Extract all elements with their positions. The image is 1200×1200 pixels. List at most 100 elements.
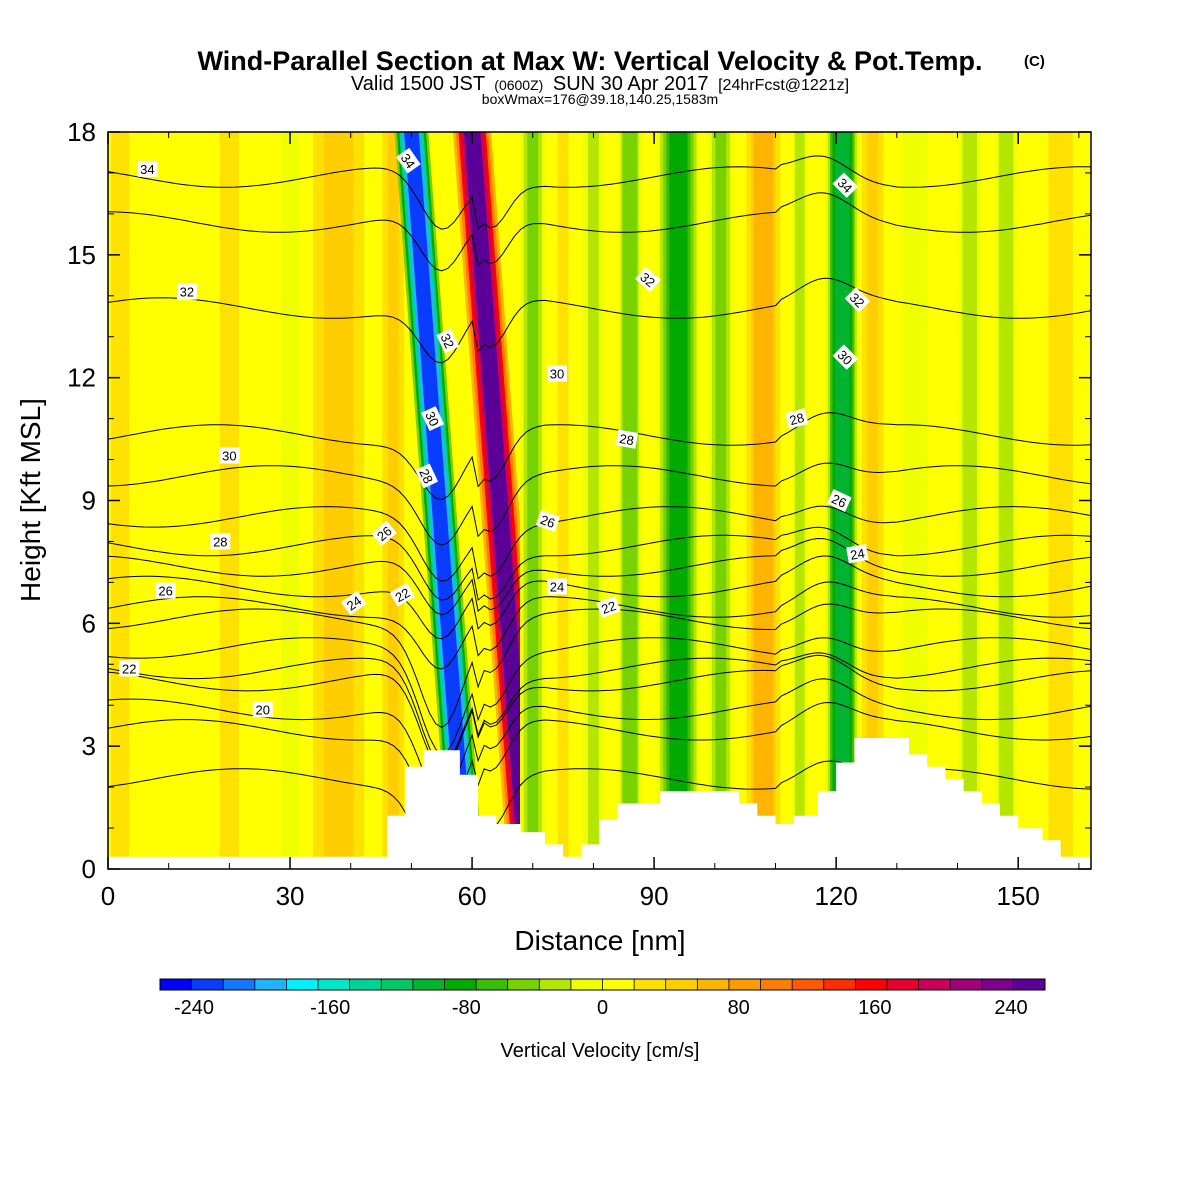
x-tick-label: 30 <box>276 881 305 911</box>
theta-contour-line <box>108 637 1091 755</box>
contour-label-box <box>155 582 176 599</box>
y-tick-label: 9 <box>82 486 96 516</box>
contour-label: 30 <box>547 365 567 382</box>
velocity-band <box>859 132 886 869</box>
theta-contour-line <box>108 654 1091 771</box>
colorbar-swatch <box>412 979 445 990</box>
contour-label-box <box>784 408 809 429</box>
velocity-band <box>825 132 860 869</box>
colorbar-swatch <box>191 979 224 990</box>
contour-label-text: 28 <box>618 431 635 448</box>
contour-label-text: 28 <box>213 534 227 549</box>
velocity-band <box>617 132 643 869</box>
velocity-band-level <box>867 132 879 869</box>
theta-contour-line <box>108 155 1091 230</box>
colorbar-swatch <box>665 979 698 990</box>
y-tick-label: 15 <box>67 240 96 270</box>
contour-label-box <box>832 344 859 370</box>
contour-label-text: 22 <box>393 585 413 605</box>
contour-label-text: 26 <box>829 491 848 511</box>
colorbar-swatch <box>918 979 951 990</box>
velocity-band-level <box>669 132 688 869</box>
contour-label: 32 <box>635 266 661 292</box>
colorbar-swatch <box>254 979 287 990</box>
colorbar-swatch <box>223 979 256 990</box>
colorbar-tick-label: 80 <box>728 997 750 1019</box>
velocity-band <box>746 132 781 869</box>
colorbar-tick-label: -240 <box>174 997 214 1019</box>
theta-contours <box>108 155 1091 869</box>
contour-label: 32 <box>844 287 871 313</box>
x-tick-label: 0 <box>101 881 115 911</box>
velocity-band-level <box>907 132 923 869</box>
contour-label: 28 <box>615 429 639 449</box>
y-tick-label: 3 <box>82 731 96 761</box>
axes-ticks: 0 30 60 90 120 150 0 3 6 9 12 15 18 <box>67 117 1091 911</box>
contour-label: 26 <box>826 489 852 512</box>
colorbar-tick-label: -80 <box>452 997 481 1019</box>
contour-label-box <box>832 172 859 198</box>
contour-label: 22 <box>119 660 140 677</box>
contour-label-box <box>846 544 869 564</box>
velocity-band-level <box>527 132 539 869</box>
theta-contour-line <box>108 678 1091 800</box>
theta-contour-line <box>108 581 1091 670</box>
contour-label-box <box>826 489 852 512</box>
contour-label: 24 <box>846 544 869 564</box>
contour-label-box <box>137 160 158 177</box>
colorbar: -240 -160 -80 0 80 160 240 <box>159 978 1046 1019</box>
velocity-band-level <box>964 132 976 869</box>
velocity-band <box>108 132 133 869</box>
contour-label-text: 24 <box>550 580 564 595</box>
colorbar-swatch <box>318 979 350 990</box>
velocity-band <box>898 132 933 869</box>
colorbar-swatch <box>381 979 414 990</box>
contour-label-box <box>547 578 567 595</box>
y-tick-label: 0 <box>82 854 96 884</box>
contour-label: 20 <box>252 701 273 718</box>
contour-label-text: 30 <box>550 367 564 382</box>
theta-contour-line <box>108 652 1091 766</box>
velocity-band <box>550 132 576 869</box>
colorbar-label: Vertical Velocity [cm/s] <box>501 1040 700 1062</box>
contour-label-box <box>421 406 445 432</box>
velocity-band <box>580 132 607 869</box>
y-tick-label: 6 <box>82 608 96 638</box>
contour-label-text: 26 <box>538 512 557 531</box>
contour-label-box <box>635 266 661 292</box>
colorbar-frame <box>159 978 1046 991</box>
velocity-band-level <box>715 132 727 869</box>
velocity-band-level <box>756 132 771 869</box>
contour-label: 24 <box>341 590 367 616</box>
colorbar-swatch <box>981 979 1014 990</box>
terrain <box>108 738 1091 869</box>
colorbar-swatch <box>792 979 825 990</box>
velocity-band <box>791 132 809 869</box>
subtitle-date: SUN 30 Apr 2017 <box>553 73 709 95</box>
x-tick-label: 60 <box>458 881 487 911</box>
colorbar-swatch <box>1013 979 1046 990</box>
velocity-band <box>313 132 365 869</box>
velocity-band <box>956 132 983 869</box>
velocity-band-level <box>114 132 126 869</box>
contour-label: 30 <box>421 406 445 432</box>
velocity-band <box>151 132 186 869</box>
colorbar-swatch <box>760 979 793 990</box>
contour-label-box <box>415 463 439 489</box>
contour-label-box <box>389 582 415 607</box>
colorbar-swatch <box>160 979 192 990</box>
contour-label: 32 <box>436 328 460 354</box>
chart-subtitle-box: boxWmax=176@39.18,140.25,1583m <box>482 91 718 107</box>
contour-label: 24 <box>547 578 567 595</box>
velocity-band <box>657 132 700 869</box>
contour-label-box <box>252 701 273 718</box>
contour-label-text: 30 <box>422 409 442 428</box>
colorbar-swatch <box>570 979 603 990</box>
theta-contour-line <box>108 526 1091 601</box>
contour-label-box <box>436 328 460 354</box>
chart-title: Wind-Parallel Section at Max W: Vertical… <box>198 46 983 76</box>
contour-label-box <box>844 287 871 313</box>
colorbar-swatch <box>950 979 983 990</box>
contour-label-text: 22 <box>122 661 136 676</box>
velocity-band-level <box>796 132 804 869</box>
